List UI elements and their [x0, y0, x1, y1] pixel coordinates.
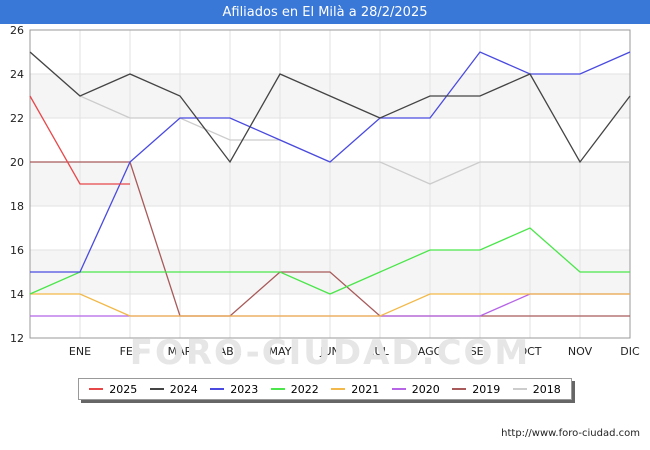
x-tick-label: FEB — [120, 345, 141, 358]
y-tick-label: 14 — [10, 288, 24, 301]
y-tick-label: 26 — [10, 24, 24, 37]
legend-swatch — [452, 388, 467, 390]
legend-swatch — [149, 388, 164, 390]
legend-swatch — [89, 388, 104, 390]
legend-label: 2023 — [230, 382, 259, 396]
x-tick-label: NOV — [568, 345, 593, 358]
legend-label: 2022 — [290, 382, 319, 396]
x-tick-label: AGO — [418, 345, 443, 358]
chart-title: Afiliados en El Milà a 28/2/2025 — [0, 0, 650, 24]
legend-item-2024: 2024 — [149, 382, 198, 396]
x-tick-label: ABR — [219, 345, 242, 358]
legend-label: 2018 — [532, 382, 561, 396]
legend-swatch — [391, 388, 406, 390]
y-tick-label: 18 — [10, 200, 24, 213]
x-tick-label: JUN — [319, 345, 340, 358]
series-line-2021 — [30, 293, 630, 317]
legend-swatch — [331, 388, 346, 390]
y-tick-label: 24 — [10, 68, 24, 81]
x-tick-label: JUL — [370, 345, 389, 358]
legend-swatch — [270, 388, 285, 390]
series-line-2022 — [29, 227, 630, 295]
y-tick-label: 12 — [10, 332, 24, 345]
watermark: FORO-CIUDAD.COM — [130, 333, 531, 373]
plot-area-border — [29, 29, 631, 339]
x-tick-label: MAY — [269, 345, 292, 358]
source-credit: http://www.foro-ciudad.com — [501, 428, 640, 439]
x-tick-label: DIC — [620, 345, 640, 358]
legend-item-2022: 2022 — [270, 382, 319, 396]
series-line-2024 — [29, 51, 631, 164]
legend-label: 2019 — [472, 382, 501, 396]
x-tick-label: MAR — [168, 345, 193, 358]
y-tick-label: 22 — [10, 112, 24, 125]
x-tick-label: ENE — [69, 345, 91, 358]
legend-item-2019: 2019 — [452, 383, 500, 396]
legend-label: 2025 — [109, 382, 138, 396]
x-tick-label: OCT — [518, 345, 541, 358]
legend-item-2025: 2025 — [89, 383, 137, 396]
legend-label: 2020 — [411, 382, 440, 396]
legend-label: 2024 — [169, 382, 198, 396]
legend-item-2021: 2021 — [331, 383, 379, 396]
chart-legend: 2025 2024 2023 2022 2021 2020 2019 2018 — [78, 378, 572, 400]
series-line-2025 — [29, 95, 130, 185]
legend-item-2020: 2020 — [391, 382, 440, 396]
legend-swatch — [512, 388, 527, 390]
y-tick-label: 16 — [10, 244, 24, 257]
x-tick-label: SEP — [470, 345, 491, 358]
legend-item-2018: 2018 — [512, 382, 561, 396]
legend-item-2023: 2023 — [210, 383, 258, 396]
legend-swatch — [210, 388, 225, 390]
legend-label: 2021 — [351, 382, 380, 396]
y-tick-label: 20 — [10, 156, 24, 169]
